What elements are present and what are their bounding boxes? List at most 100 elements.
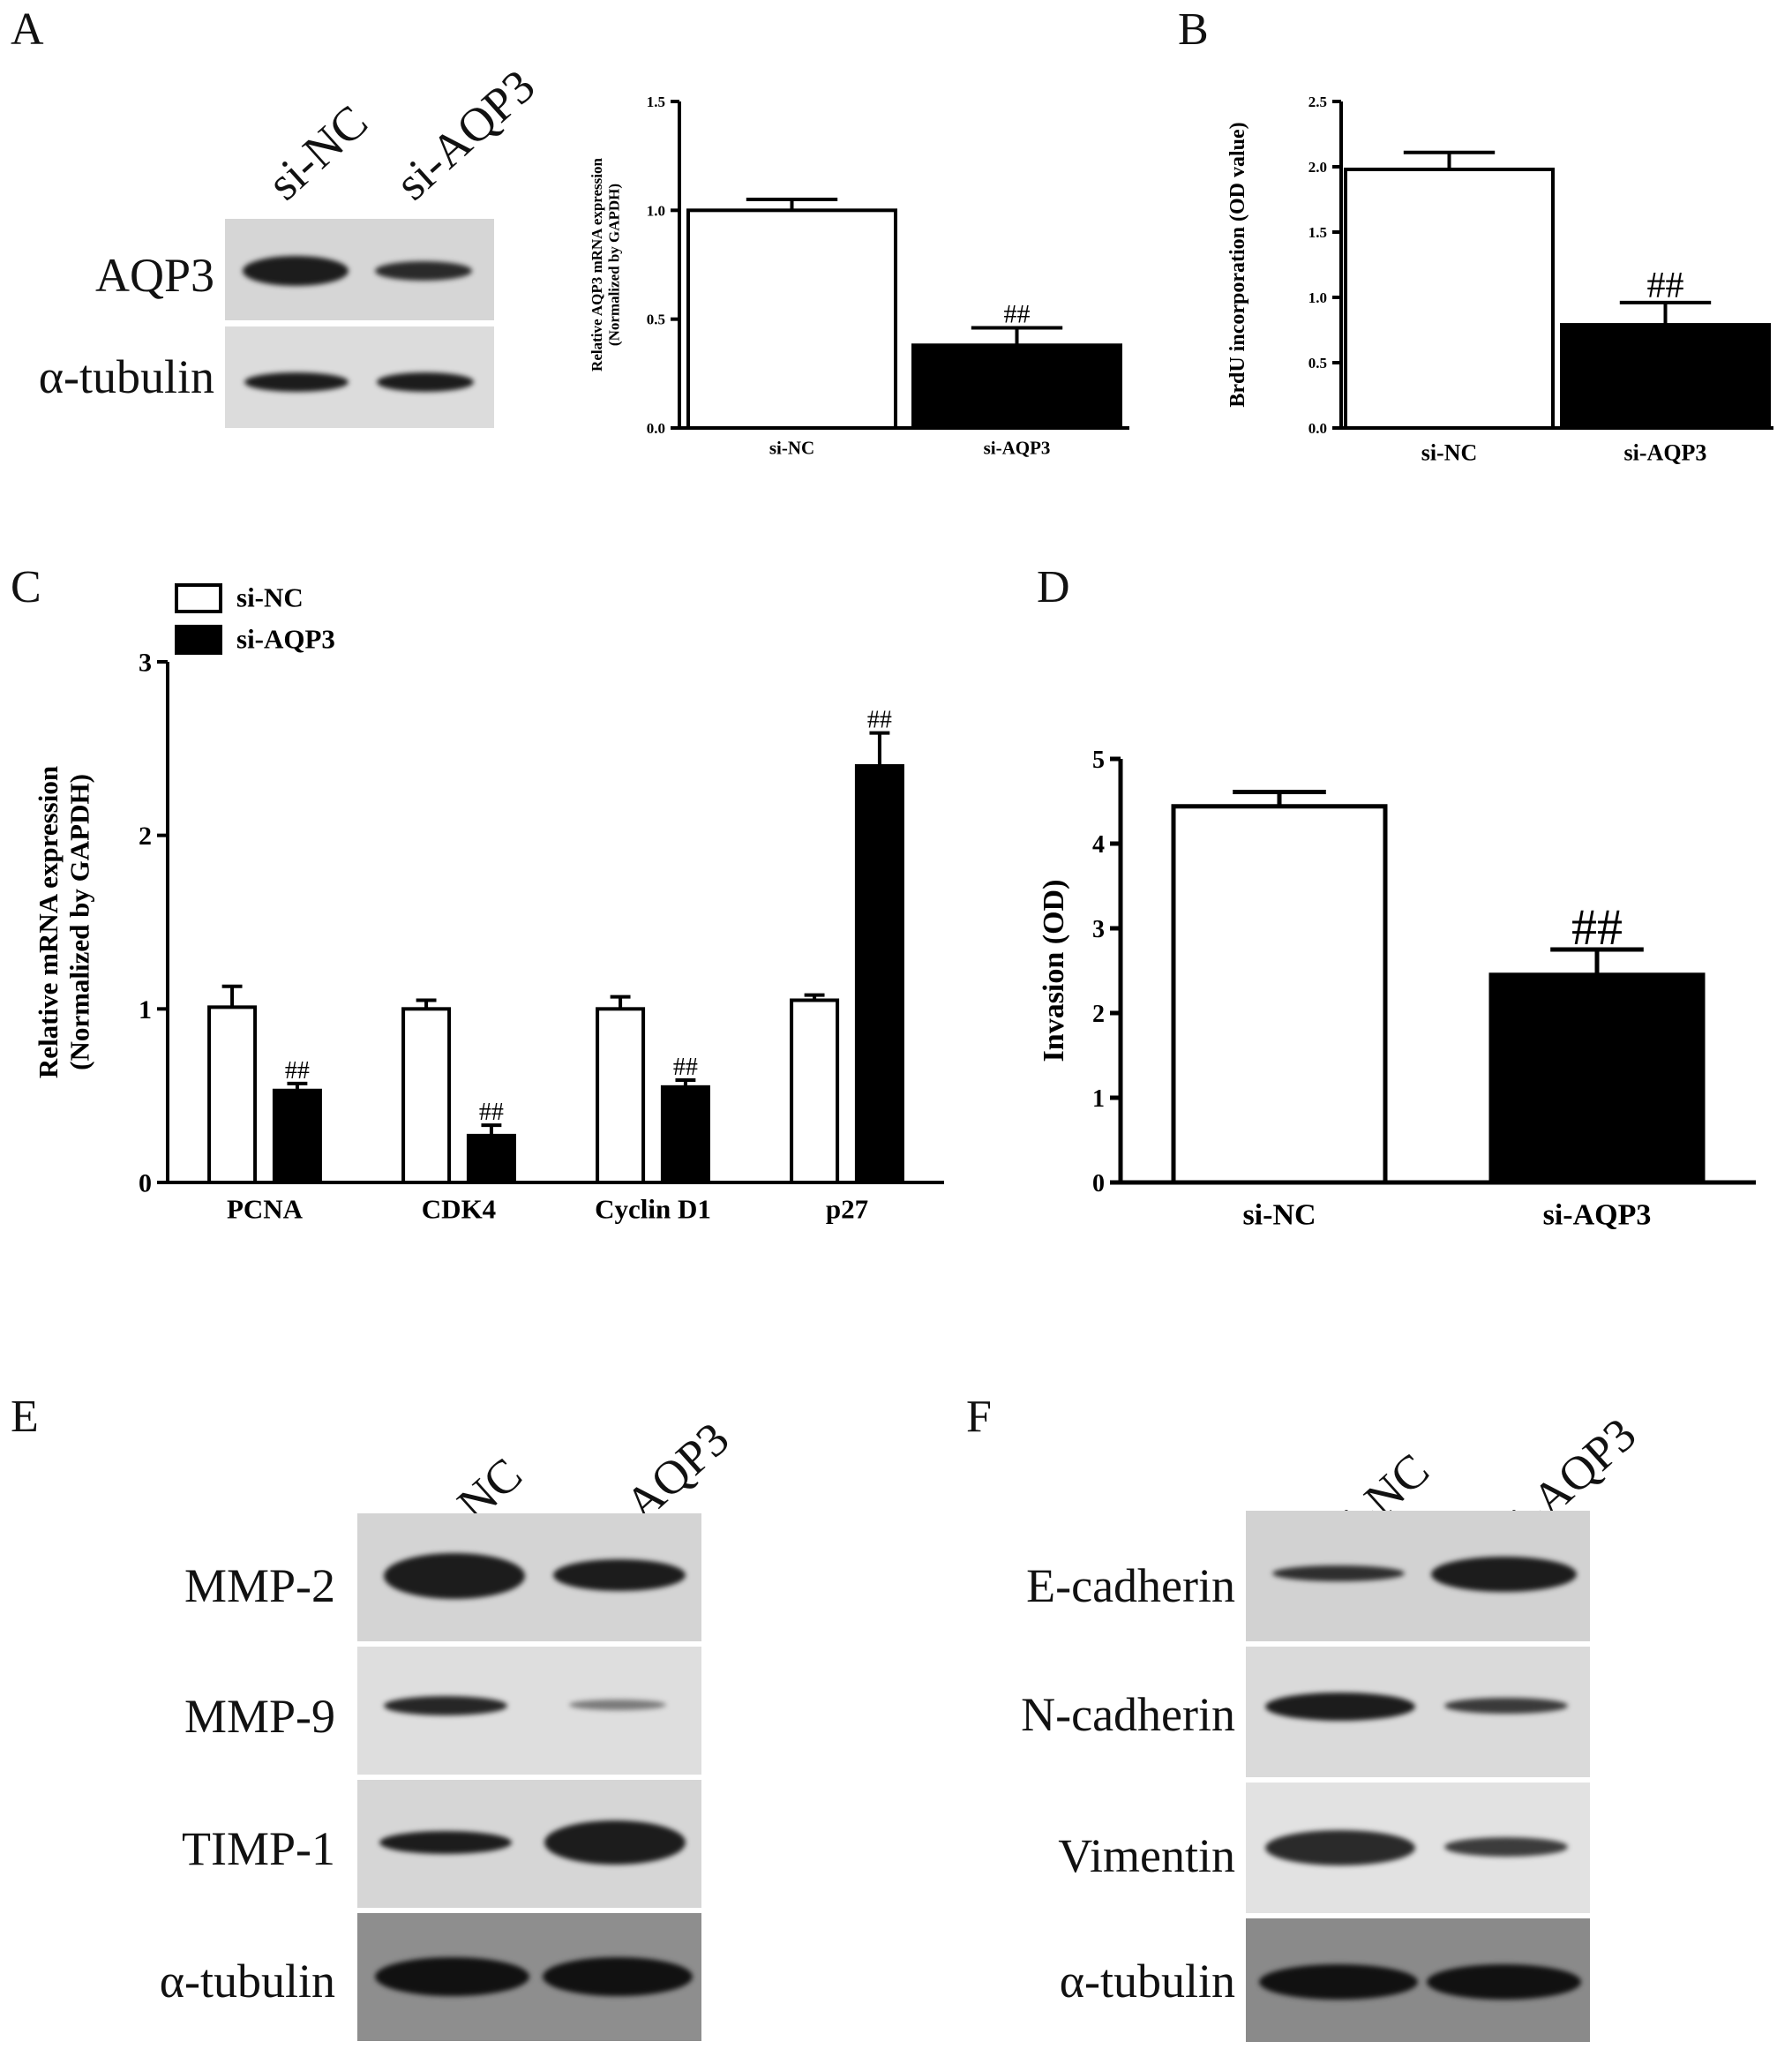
bar-pcna-si-aqp3 — [272, 1088, 322, 1184]
protein-label-mmp9: MMP-9 — [184, 1690, 335, 1743]
y-tick-label: 5 — [1092, 747, 1105, 774]
bar-si-nc — [1344, 167, 1555, 431]
bar-pcna-si-nc — [207, 1005, 258, 1184]
legend-swatch-si-nc — [175, 583, 222, 613]
y-axis-label: Invasion (OD) — [1038, 880, 1070, 1062]
x-tick-label: Cyclin D1 — [595, 1193, 711, 1224]
band-ncad-nc — [1265, 1692, 1415, 1721]
blot-strip-mmp2 — [357, 1513, 701, 1641]
band-aqp3-nc — [243, 256, 349, 286]
chart-b-brdu: 0.0 0.5 1.0 1.5 2.0 2.5 BrdU incorporation (OD… — [1226, 94, 1773, 465]
panel-label-c: C — [11, 562, 41, 612]
y-axis-label: Relative AQP3 mRNA expression — [589, 157, 605, 371]
bar-cdk4-si-aqp3 — [466, 1133, 516, 1185]
lane-label-si-aqp3: si-AQP3 — [385, 59, 545, 211]
y-tick-label: 0.5 — [1308, 355, 1327, 372]
y-tick-label: 0.5 — [647, 311, 665, 328]
y-tick-label: 0.0 — [647, 420, 665, 437]
bar-cdk4-si-aqp3-significance: ## — [479, 1099, 504, 1126]
bar-si-aqp3-significance: ## — [1647, 266, 1684, 306]
x-tick-label: si-AQP3 — [1624, 439, 1707, 465]
band-vim-aqp3 — [1444, 1837, 1568, 1857]
y-axis-label-2: (Normalized by GAPDH) — [606, 184, 623, 346]
bar-si-aqp3 — [1560, 323, 1771, 430]
band-ecad-aqp3 — [1431, 1557, 1577, 1592]
band-vim-nc — [1265, 1830, 1415, 1865]
blot-strip-aqp3 — [225, 219, 494, 320]
y-tick-label: 1.5 — [1308, 224, 1327, 241]
protein-label-tubulin-f: α-tubulin — [1059, 1955, 1235, 2008]
y-tick-label: 0.0 — [1308, 420, 1327, 437]
band-tubulin-f-nc — [1259, 1964, 1418, 2000]
bar-cdk4-si-nc — [401, 1007, 452, 1185]
band-aqp3-aqp3 — [375, 261, 472, 281]
bar-si-nc — [686, 208, 897, 430]
band-mmp2-aqp3 — [553, 1559, 686, 1591]
band-timp1-nc — [379, 1831, 512, 1854]
blot-strip-mmp9 — [357, 1647, 701, 1775]
legend-swatch-si-aqp3 — [175, 625, 222, 655]
bar-si-nc — [1171, 804, 1388, 1185]
y-tick-label: 2.0 — [1308, 159, 1327, 176]
y-tick-label: 4 — [1092, 831, 1105, 859]
bar-cyclin-d1-si-aqp3-significance: ## — [673, 1054, 698, 1081]
blot-strip-tubulin-a — [225, 326, 494, 428]
x-tick-label: si-NC — [1421, 439, 1478, 465]
bar-p27-si-aqp3-significance: ## — [867, 707, 892, 734]
y-tick-label: 2 — [139, 822, 152, 851]
protein-label-tubulin-e: α-tubulin — [159, 1955, 335, 2008]
y-tick-label: 1 — [1092, 1085, 1105, 1113]
panel-label-d: D — [1037, 562, 1070, 612]
y-tick-label: 1.0 — [647, 202, 665, 219]
bar-p27-si-aqp3 — [854, 764, 904, 1184]
bar-cyclin-d1-si-aqp3 — [660, 1085, 710, 1184]
x-tick-label: p27 — [826, 1193, 868, 1224]
x-tick-label: si-NC — [1242, 1199, 1316, 1232]
legend-label-si-nc: si-NC — [236, 582, 304, 613]
y-tick-label: 1 — [139, 995, 152, 1024]
blot-strip-tubulin-f — [1246, 1918, 1590, 2042]
y-tick-label: 0 — [139, 1169, 152, 1198]
bar-si-aqp3 — [1488, 972, 1706, 1185]
y-tick-label: 2.5 — [1308, 94, 1327, 110]
blot-strip-vimentin — [1246, 1783, 1590, 1913]
y-tick-label: 1.5 — [647, 94, 665, 110]
protein-label-timp1: TIMP-1 — [182, 1822, 335, 1875]
y-axis-label-2: (Normalized by GAPDH) — [64, 774, 95, 1070]
band-tubulin-e-nc — [375, 1957, 529, 1996]
x-tick-label: si-NC — [769, 437, 814, 458]
x-tick-label: si-AQP3 — [984, 437, 1051, 458]
y-tick-label: 2 — [1092, 1001, 1105, 1028]
panel-label-a: A — [11, 4, 44, 55]
blot-strip-n-cadherin — [1246, 1647, 1590, 1777]
bar-pcna-si-aqp3-significance: ## — [285, 1057, 310, 1085]
panel-label-e: E — [11, 1392, 39, 1442]
protein-label-e-cadherin: E-cadherin — [1026, 1559, 1235, 1612]
y-axis-label: Relative mRNA expression — [33, 766, 64, 1078]
lane-label-si-nc: si-NC — [257, 94, 378, 211]
protein-label-mmp2: MMP-2 — [184, 1559, 335, 1612]
band-tubulin-e-aqp3 — [543, 1957, 693, 1996]
legend-label-si-aqp3: si-AQP3 — [236, 624, 335, 655]
y-axis-label: BrdU incorporation (OD value) — [1226, 122, 1249, 407]
band-ncad-aqp3 — [1444, 1698, 1568, 1714]
y-tick-label: 3 — [1092, 916, 1105, 943]
protein-label-tubulin: α-tubulin — [38, 350, 214, 403]
blot-strip-tubulin-e — [357, 1913, 701, 2041]
chart-a-aqp3-mrna: 0.0 0.5 1.0 1.5 Relative AQP3 mRNA expressio… — [589, 94, 1129, 458]
panel-label-f: F — [966, 1392, 992, 1442]
bar-si-aqp3-significance: ## — [1004, 300, 1031, 329]
band-tubulin-f-aqp3 — [1427, 1964, 1581, 2000]
panel-label-b: B — [1178, 4, 1209, 55]
x-tick-label: si-AQP3 — [1543, 1199, 1652, 1232]
protein-label-aqp3: AQP3 — [94, 249, 214, 302]
blot-strip-timp1 — [357, 1780, 701, 1908]
bar-p27-si-nc — [790, 998, 840, 1184]
bar-si-aqp3 — [911, 343, 1122, 430]
protein-label-n-cadherin: N-cadherin — [1021, 1688, 1235, 1741]
band-tubulin-nc — [244, 372, 349, 392]
band-tubulin-aqp3 — [377, 372, 474, 392]
band-ecad-nc — [1272, 1565, 1405, 1581]
chart-d-invasion: 0 1 2 3 4 5 Invasion (OD) si-NC ## si-AQP3 — [1038, 747, 1756, 1232]
y-tick-label: 3 — [139, 649, 152, 678]
